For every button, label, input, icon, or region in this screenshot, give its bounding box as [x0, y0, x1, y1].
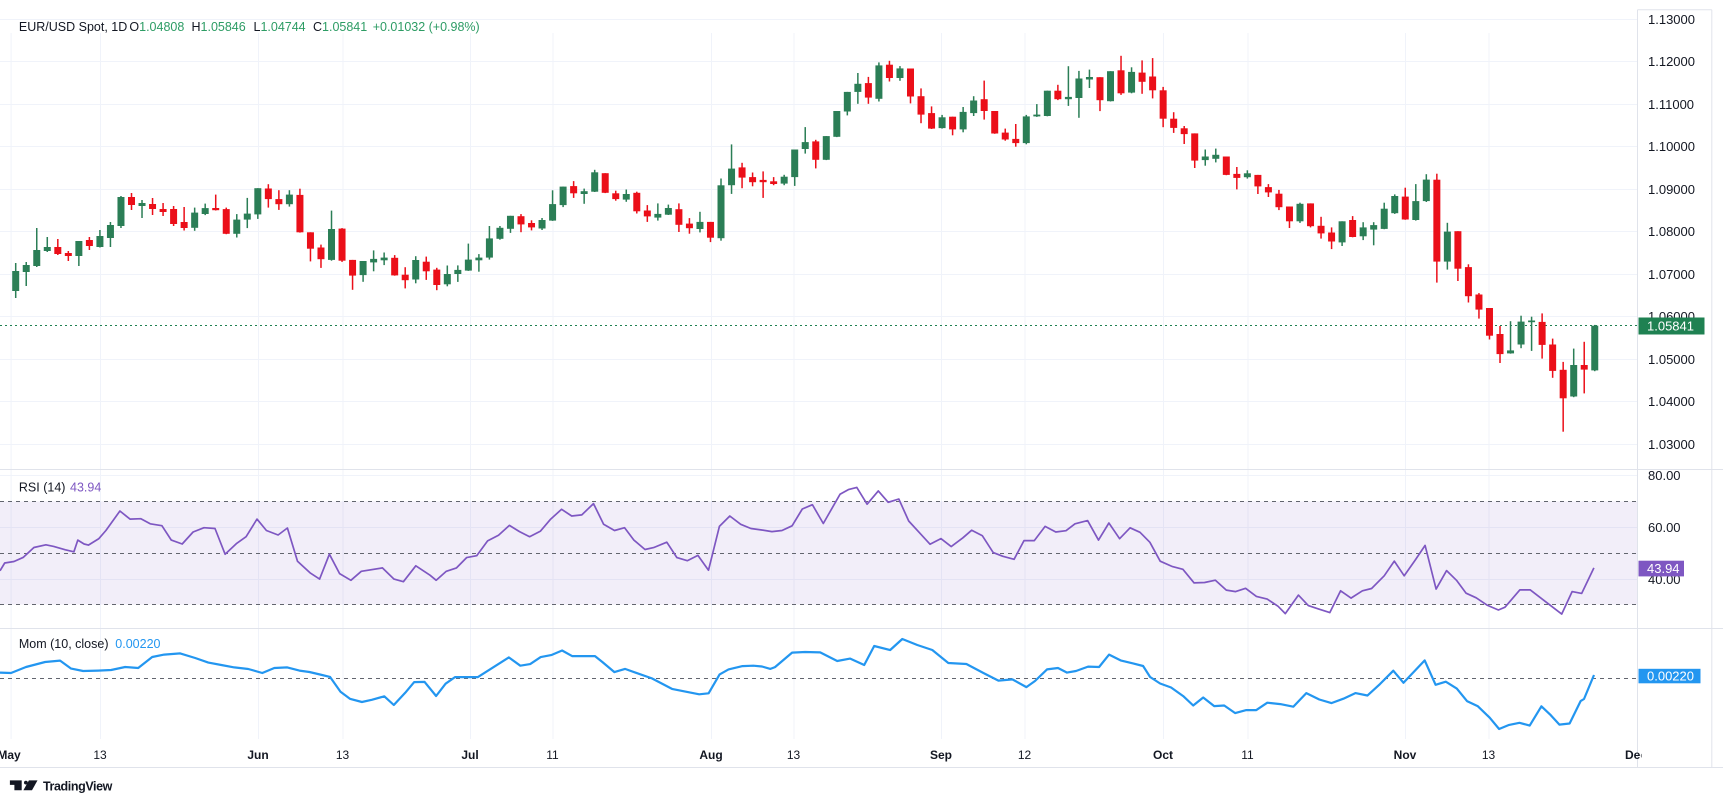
svg-text:Nov: Nov: [1394, 748, 1417, 762]
svg-text:Dec: Dec: [1625, 748, 1647, 762]
svg-text:13: 13: [787, 748, 801, 762]
svg-text:Jul: Jul: [461, 748, 478, 762]
svg-text:43.94: 43.94: [1647, 561, 1680, 576]
svg-text:1.05841: 1.05841: [1647, 319, 1694, 334]
svg-text:Sep: Sep: [930, 748, 952, 762]
svg-text:May: May: [0, 748, 21, 762]
svg-text:+0.01032 (+0.98%): +0.01032 (+0.98%): [373, 20, 480, 34]
svg-text:Oct: Oct: [1153, 748, 1173, 762]
svg-text:C1.05841: C1.05841: [313, 20, 367, 34]
svg-text:13: 13: [336, 748, 350, 762]
svg-text:1.13000: 1.13000: [1648, 12, 1695, 27]
svg-text:O1.04808: O1.04808: [129, 20, 184, 34]
svg-text:1.09000: 1.09000: [1648, 182, 1695, 197]
svg-text:1.05000: 1.05000: [1648, 352, 1695, 367]
svg-text:H1.05846: H1.05846: [192, 20, 246, 34]
svg-text:60.00: 60.00: [1648, 520, 1681, 535]
svg-text:L1.04744: L1.04744: [254, 20, 306, 34]
svg-text:1.04000: 1.04000: [1648, 394, 1695, 409]
svg-text:1.10000: 1.10000: [1648, 139, 1695, 154]
svg-text:1.03000: 1.03000: [1648, 437, 1695, 452]
svg-text:11: 11: [1241, 748, 1254, 762]
svg-text:0.00220: 0.00220: [1647, 669, 1694, 684]
svg-text:1.07000: 1.07000: [1648, 267, 1695, 282]
svg-text:1.11000: 1.11000: [1648, 97, 1694, 112]
svg-text:TradingView: TradingView: [43, 779, 113, 793]
svg-text:Jun: Jun: [247, 748, 268, 762]
svg-text:Aug: Aug: [699, 748, 722, 762]
svg-text:1.08000: 1.08000: [1648, 224, 1695, 239]
svg-text:EUR/USD Spot, 1D: EUR/USD Spot, 1D: [19, 20, 127, 34]
svg-text:Mom (10, close) 0.00220: Mom (10, close) 0.00220: [19, 637, 161, 651]
svg-text:13: 13: [93, 748, 107, 762]
svg-text:RSI (14) 43.94: RSI (14) 43.94: [19, 480, 101, 494]
svg-text:80.00: 80.00: [1648, 468, 1681, 483]
svg-text:1.12000: 1.12000: [1648, 54, 1695, 69]
svg-text:12: 12: [1018, 748, 1032, 762]
svg-text:13: 13: [1482, 748, 1496, 762]
svg-text:11: 11: [546, 748, 559, 762]
